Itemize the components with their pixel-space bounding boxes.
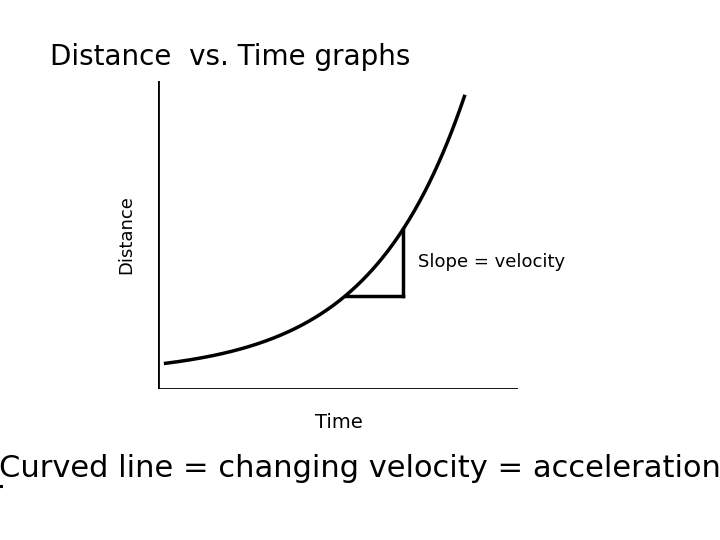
Text: Distance: Distance [117, 195, 135, 274]
Text: Curved line = changing velocity = acceleration: Curved line = changing velocity = accele… [0, 454, 720, 483]
Text: Slope = velocity: Slope = velocity [418, 253, 564, 272]
Text: Time: Time [315, 414, 362, 433]
Text: Distance  vs. Time graphs: Distance vs. Time graphs [50, 43, 411, 71]
